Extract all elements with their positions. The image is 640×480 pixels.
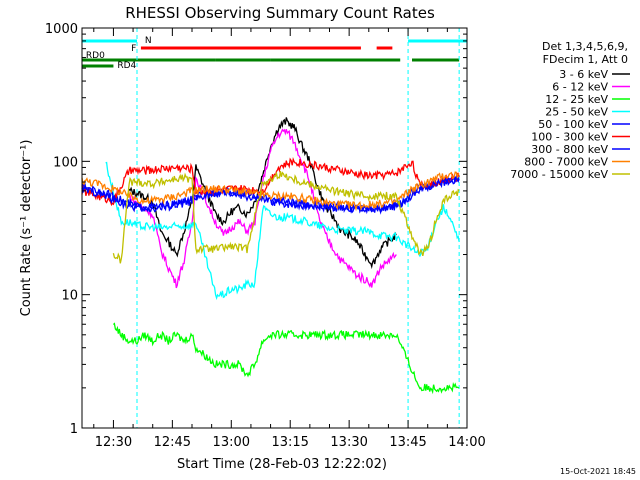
legend-entry-label: 100 - 300 keV (531, 131, 608, 144)
series-line-0 (128, 117, 397, 270)
legend-entry-label: 12 - 25 keV (545, 93, 608, 106)
y-tick-label: 1000 (45, 22, 78, 37)
x-tick-label: 12:30 (95, 435, 132, 450)
x-tick-label: 13:30 (330, 435, 367, 450)
legend-entry-label: 50 - 100 keV (538, 118, 608, 131)
y-axis-label: Count Rate (s⁻¹ detector⁻¹) (19, 140, 34, 317)
y-axis-ticks: 1 10 100 1000 (45, 22, 467, 437)
y-tick-label: 10 (61, 289, 78, 304)
x-tick-label: 14:00 (448, 435, 485, 450)
mode-bar-label: RD4 (117, 61, 136, 71)
series-line-8 (112, 170, 460, 264)
plot-frame (81, 27, 468, 429)
legend-entry-label: 25 - 50 keV (545, 106, 608, 119)
y-tick-label: 100 (53, 155, 78, 170)
x-tick-label: 12:45 (154, 435, 191, 450)
legend-header-2: FDecim 1, Att 0 (543, 53, 628, 66)
x-tick-label: 13:15 (271, 435, 308, 450)
legend-entry-label: 800 - 7000 keV (524, 156, 608, 169)
footer-timestamp: 15-Oct-2021 18:45 (560, 467, 636, 476)
chart-title: RHESSI Observing Summary Count Rates (125, 4, 435, 22)
legend: Det 1,3,4,5,6,9, FDecim 1, Att 0 3 - 6 k… (510, 40, 630, 181)
mode-bar-label: RD0 (86, 51, 105, 61)
series-line-2 (112, 322, 460, 395)
mode-bar-label: N (145, 36, 152, 46)
legend-entry-label: 7000 - 15000 keV (510, 168, 608, 181)
x-axis-label: Start Time (28-Feb-03 12:22:02) (177, 457, 387, 472)
legend-entry-label: 6 - 12 keV (552, 81, 608, 94)
x-axis-ticks: 12:30 12:45 13:00 13:15 13:30 13:45 14:00 (93, 28, 486, 450)
y-tick-label: 1 (70, 422, 78, 437)
plot-area: NF RD0 RD4 1 10 100 1000 12:30 12:45 13:00 13:15… (45, 22, 486, 450)
legend-entry-label: 3 - 6 keV (559, 68, 608, 81)
x-tick-label: 13:00 (213, 435, 250, 450)
series-line-3 (105, 161, 460, 301)
legend-entry-label: 300 - 800 keV (531, 143, 608, 156)
x-tick-label: 13:45 (389, 435, 426, 450)
series-layer (81, 117, 460, 395)
legend-header-1: Det 1,3,4,5,6,9, (542, 40, 628, 53)
series-line-7 (81, 171, 460, 212)
mode-bar-label: F (131, 44, 136, 54)
